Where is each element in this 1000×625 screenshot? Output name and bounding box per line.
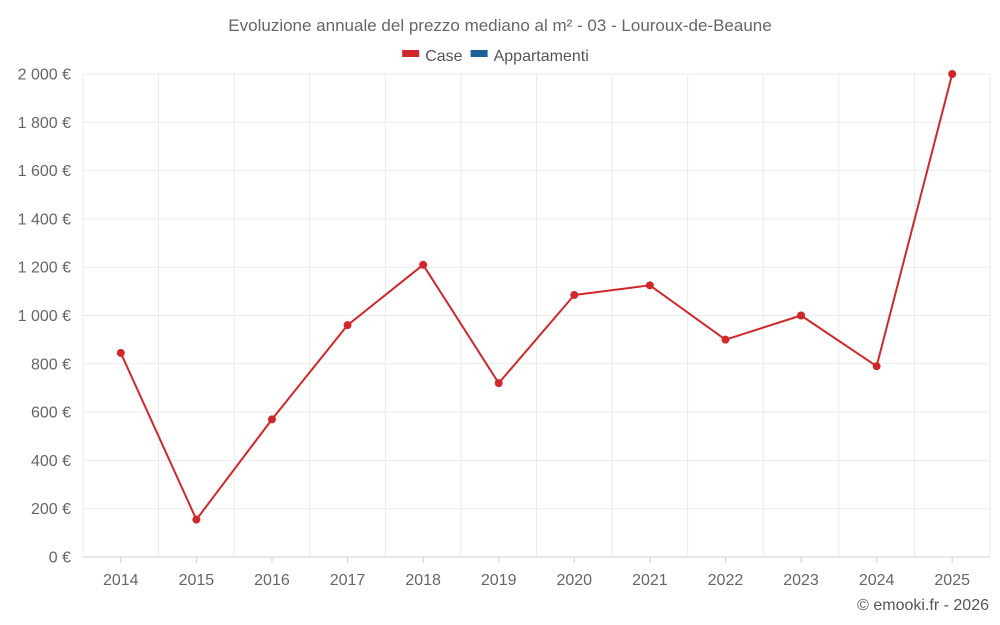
y-tick-label: 400 € — [31, 453, 71, 470]
y-tick-label: 1 800 € — [18, 115, 71, 132]
data-point[interactable] — [948, 70, 957, 78]
x-tick-label: 2024 — [859, 572, 895, 589]
data-point[interactable] — [721, 335, 730, 344]
series-layer — [116, 70, 957, 524]
x-tick-label: 2014 — [103, 572, 139, 589]
x-tick-label: 2017 — [330, 572, 366, 589]
grid — [82, 73, 991, 557]
legend-label[interactable]: Appartamenti — [494, 48, 589, 65]
axes: 0 € 200 € 400 € 600 € 800 € 1 000 € 1 200 € 1 4… — [18, 67, 990, 589]
y-tick-label: 800 € — [31, 356, 71, 373]
x-tick-label: 2025 — [934, 572, 970, 589]
x-tick-label: 2015 — [179, 572, 215, 589]
data-point[interactable] — [267, 415, 276, 424]
data-point[interactable] — [645, 281, 654, 290]
x-tick-label: 2018 — [405, 572, 441, 589]
data-point[interactable] — [192, 515, 201, 524]
y-tick-label: 1 200 € — [18, 260, 71, 277]
data-point[interactable] — [419, 260, 428, 269]
x-tick-label: 2021 — [632, 572, 668, 589]
chart-title: Evoluzione annuale del prezzo mediano al… — [228, 16, 771, 35]
data-point[interactable] — [116, 348, 125, 357]
data-point[interactable] — [872, 362, 881, 371]
legend: Case Appartamenti — [402, 48, 589, 65]
x-tick-label: 2022 — [708, 572, 744, 589]
credit-text: © emooki.fr - 2026 — [857, 597, 989, 614]
x-tick-label: 2023 — [783, 572, 819, 589]
y-tick-label: 600 € — [31, 405, 71, 422]
x-tick-label: 2019 — [481, 572, 517, 589]
y-tick-label: 1 000 € — [18, 308, 71, 325]
data-point[interactable] — [494, 379, 503, 388]
x-tick-label: 2020 — [556, 572, 592, 589]
legend-label[interactable]: Case — [425, 48, 462, 65]
y-tick-label: 1 600 € — [18, 163, 71, 180]
y-tick-label: 200 € — [31, 501, 71, 518]
y-tick-label: 0 € — [49, 550, 71, 567]
y-tick-label: 1 400 € — [18, 211, 71, 228]
data-point[interactable] — [343, 321, 352, 330]
data-point[interactable] — [570, 290, 579, 299]
data-point[interactable] — [797, 311, 806, 320]
legend-swatch — [470, 50, 488, 57]
x-tick-label: 2016 — [254, 572, 290, 589]
series-line-case — [119, 73, 954, 521]
legend-swatch — [402, 50, 420, 57]
y-tick-label: 2 000 € — [18, 67, 71, 84]
